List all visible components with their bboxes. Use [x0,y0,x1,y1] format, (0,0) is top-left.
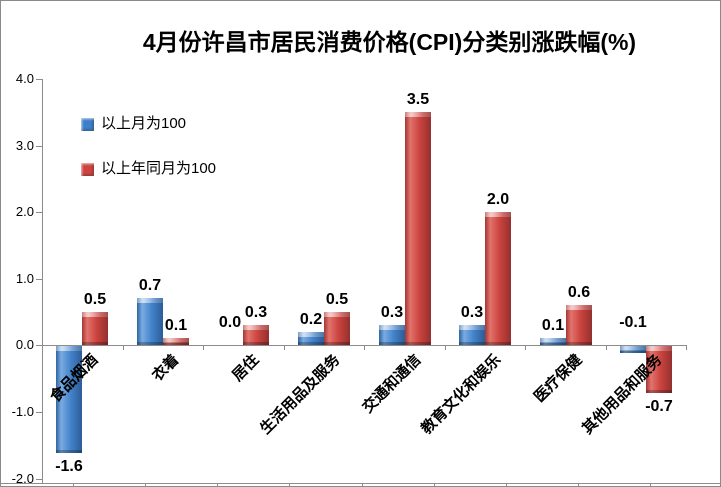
y-axis-tick-label: 2.0 [15,204,34,219]
y-axis-tick-label: -2.0 [11,471,34,486]
category-label-1: 衣着 [149,351,183,385]
value-label-yoy-3: 0.5 [325,291,349,308]
value-label-yoy-6: 0.6 [567,284,591,301]
y-axis-line [42,79,43,484]
bottom-axis-tick [650,484,651,486]
category-boundary-tick [123,346,124,350]
y-axis-tick [36,345,43,346]
bottom-axis-tick [434,484,435,486]
bar-yoy-5 [485,212,511,345]
category-boundary-tick [686,346,687,350]
y-axis-tick-label: 4.0 [15,71,34,86]
category-label-6: 医疗保健 [530,351,586,406]
bar-mom-3 [298,332,324,345]
legend-item-month-on-month: 以上月为100 [81,115,216,133]
legend-marker-blue-icon [81,117,94,131]
y-axis-tick-label: -1.0 [11,404,34,419]
value-label-yoy-5: 2.0 [486,191,510,208]
bar-yoy-2 [243,325,269,345]
y-axis-tick [36,79,43,80]
category-boundary-tick [284,346,285,350]
category-boundary-tick [203,346,204,350]
category-label-3: 生活用品及服务 [257,351,344,438]
category-boundary-tick [445,346,446,350]
bar-mom-0 [56,346,82,453]
value-label-mom-4: 0.3 [380,304,404,321]
bottom-axis-tick [506,484,507,486]
value-label-mom-0: -1.6 [55,458,83,475]
category-label-7: 其他用品和服务 [579,351,666,438]
bottom-axis-tick [145,484,146,486]
value-label-mom-1: 0.7 [138,277,162,294]
legend-label-year-on-year: 以上年同月为100 [101,160,217,177]
y-axis-tick [36,412,43,413]
value-label-mom-5: 0.3 [460,304,484,321]
category-boundary-tick [525,346,526,350]
y-axis-tick [36,279,43,280]
value-label-yoy-1: 0.1 [164,317,188,334]
legend-item-year-on-year: 以上年同月为100 [81,160,216,178]
bar-yoy-0 [82,312,108,345]
y-axis-tick-label: 0.0 [15,337,34,352]
value-label-mom-3: 0.2 [299,311,323,328]
y-axis-tick [36,146,43,147]
category-label-4: 交通和通信 [359,351,425,417]
legend: 以上月为100 以上年同月为100 [81,115,216,178]
y-axis-tick-label: 1.0 [15,271,34,286]
value-label-mom-7: -0.1 [619,314,647,331]
legend-marker-red-icon [81,162,94,176]
bar-mom-6 [540,338,566,345]
bar-mom-4 [379,325,405,345]
bar-mom-5 [459,325,485,345]
bar-yoy-6 [566,305,592,345]
value-label-yoy-4: 3.5 [406,91,430,108]
value-label-mom-2: 0.0 [218,314,242,331]
bottom-axis-tick [73,484,74,486]
category-boundary-tick [364,346,365,350]
bar-yoy-4 [405,112,431,345]
value-label-yoy-0: 0.5 [83,291,107,308]
bottom-axis-tick [578,484,579,486]
bottom-axis-line [1,483,720,484]
x-axis-zero-line [42,345,687,346]
bar-yoy-1 [163,338,189,345]
bar-yoy-3 [324,312,350,345]
bottom-axis-tick [362,484,363,486]
bar-yoy-7 [646,346,672,393]
legend-label-month-on-month: 以上月为100 [101,115,187,132]
value-label-yoy-2: 0.3 [244,304,268,321]
bar-mom-7 [620,346,646,353]
value-label-mom-6: 0.1 [541,317,565,334]
category-boundary-tick [606,346,607,350]
y-axis-tick [36,479,43,480]
bar-mom-1 [137,298,163,345]
y-axis-tick [36,212,43,213]
chart-title: 4月份许昌市居民消费价格(CPI)分类别涨跌幅(%) [142,29,637,55]
bottom-axis-tick [217,484,218,486]
category-label-5: 教育文化和娱乐 [418,351,505,438]
bottom-axis-tick [289,484,290,486]
value-label-yoy-7: -0.7 [645,398,673,415]
y-axis-tick-label: 3.0 [15,138,34,153]
category-label-2: 居住 [229,351,263,385]
